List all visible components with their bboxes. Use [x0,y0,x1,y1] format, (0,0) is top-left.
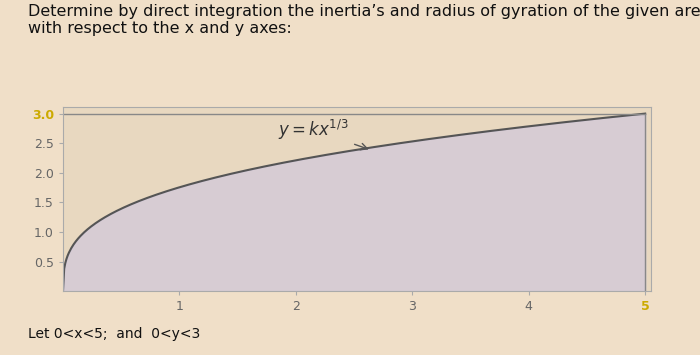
Text: Determine by direct integration the inertia’s and radius of gyration of the give: Determine by direct integration the iner… [28,4,700,36]
Text: Let 0<x<5;  and  0<y<3: Let 0<x<5; and 0<y<3 [28,327,200,341]
Text: $y = kx^{1/3}$: $y = kx^{1/3}$ [279,118,368,150]
